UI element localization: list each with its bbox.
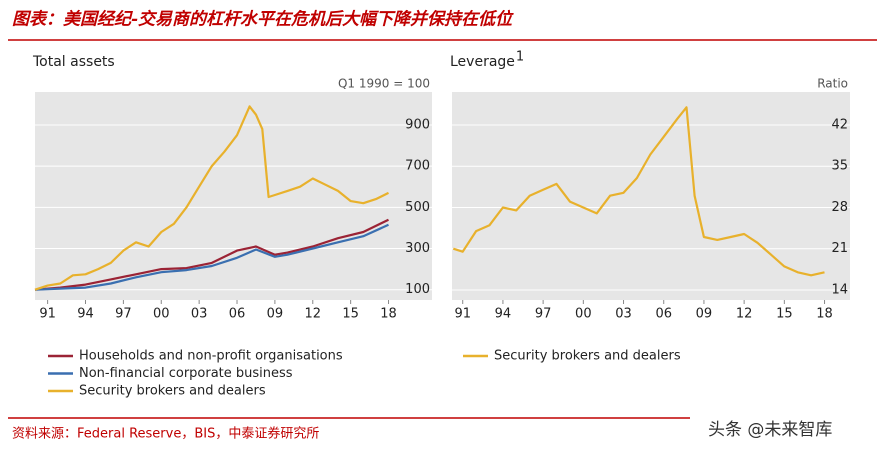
x-tick-label: 03 xyxy=(191,307,208,322)
x-tick-label: 94 xyxy=(77,307,94,322)
title-superscript: 1 xyxy=(516,50,524,65)
x-tick-label: 06 xyxy=(229,307,246,322)
series-line xyxy=(34,105,389,291)
y-tick-label: 35 xyxy=(831,159,848,174)
chart-title: Total assets xyxy=(32,54,115,70)
legend-label: Households and non-profit organisations xyxy=(79,349,343,364)
x-tick-label: 09 xyxy=(696,307,713,322)
x-tick-label: 00 xyxy=(575,307,592,322)
chart-title: Leverage xyxy=(450,54,515,70)
y-axis-unit: Ratio xyxy=(817,77,848,91)
y-tick-label: 500 xyxy=(405,200,430,215)
x-tick-label: 18 xyxy=(816,307,833,322)
y-tick-label: 900 xyxy=(405,117,430,132)
y-tick-label: 28 xyxy=(831,200,848,215)
y-tick-label: 42 xyxy=(831,117,848,132)
x-tick-label: 15 xyxy=(776,307,793,322)
x-tick-label: 18 xyxy=(380,307,397,322)
x-tick-label: 00 xyxy=(153,307,170,322)
x-tick-label: 97 xyxy=(115,307,132,322)
x-tick-label: 12 xyxy=(305,307,322,322)
legend-label: Non-financial corporate business xyxy=(79,366,293,381)
series-line xyxy=(452,106,825,277)
y-tick-label: 700 xyxy=(405,159,430,174)
x-tick-label: 03 xyxy=(615,307,632,322)
y-tick-label: 100 xyxy=(405,282,430,297)
y-axis-unit: Q1 1990 = 100 xyxy=(338,77,430,91)
x-tick-label: 09 xyxy=(267,307,284,322)
source: 资料来源：Federal Reserve，BIS，中泰证券研究所 xyxy=(12,426,319,442)
page-title: 图表：美国经纪-交易商的杠杆水平在危机后大幅下降并保持在低位 xyxy=(12,10,514,30)
x-tick-label: 91 xyxy=(39,307,56,322)
x-tick-label: 97 xyxy=(535,307,552,322)
x-tick-label: 91 xyxy=(454,307,471,322)
plot-background xyxy=(35,92,432,300)
y-tick-label: 21 xyxy=(831,241,848,256)
x-tick-label: 94 xyxy=(495,307,512,322)
x-tick-label: 06 xyxy=(655,307,672,322)
series-line xyxy=(34,223,389,291)
y-tick-label: 14 xyxy=(831,282,848,297)
x-tick-label: 12 xyxy=(736,307,753,322)
watermark: 头条 @未来智库 xyxy=(708,420,832,440)
y-tick-label: 300 xyxy=(405,241,430,256)
x-tick-label: 15 xyxy=(342,307,359,322)
legend-label: Security brokers and dealers xyxy=(494,349,681,364)
series-line xyxy=(34,218,389,291)
legend-label: Security brokers and dealers xyxy=(79,384,266,399)
